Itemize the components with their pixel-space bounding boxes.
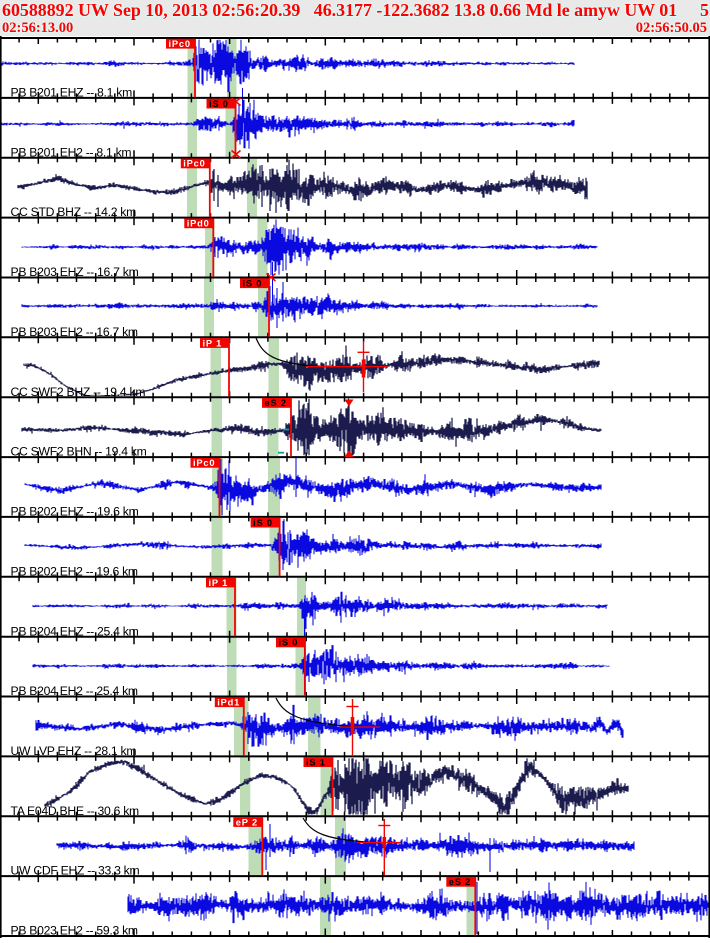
svg-text:iP 1: iP 1 <box>209 578 229 588</box>
svg-text:iS 0: iS 0 <box>253 518 273 528</box>
svg-text:eS 2: eS 2 <box>265 398 287 408</box>
svg-text:iPc0: iPc0 <box>183 159 205 169</box>
svg-text:PB B023 EH2 -- 59.3 km: PB B023 EH2 -- 59.3 km <box>11 924 138 938</box>
svg-text:PB B201 EHZ -- 8.1 km: PB B201 EHZ -- 8.1 km <box>11 86 133 100</box>
svg-text:UW LVP EHZ -- 28.1 km: UW LVP EHZ -- 28.1 km <box>11 744 137 758</box>
svg-text:TA E04D BHE -- 30.6 km: TA E04D BHE -- 30.6 km <box>11 804 140 818</box>
svg-text:eP 2: eP 2 <box>236 817 258 827</box>
svg-text:iPd0: iPd0 <box>187 219 210 229</box>
svg-text:CC SWF2 BHN -- 19.4 km: CC SWF2 BHN -- 19.4 km <box>11 445 147 459</box>
svg-text:iPc0: iPc0 <box>193 458 215 468</box>
svg-text:UW CDF EHZ -- 33.3 km: UW CDF EHZ -- 33.3 km <box>11 864 140 878</box>
svg-text:60588892 UW Sep 10, 2013 02:56: 60588892 UW Sep 10, 2013 02:56:20.39 46.… <box>2 0 677 20</box>
svg-text:PB B201 EH2 -- 8.1 km: PB B201 EH2 -- 8.1 km <box>11 145 132 159</box>
svg-text:CC STD BHZ -- 14.2 km: CC STD BHZ -- 14.2 km <box>11 205 137 219</box>
svg-text:CC SWF2 BHZ -- 19.4 km: CC SWF2 BHZ -- 19.4 km <box>11 385 146 399</box>
svg-text:iS 0: iS 0 <box>209 99 229 109</box>
svg-text:PB B203 EHZ -- 16.7 km: PB B203 EHZ -- 16.7 km <box>11 265 139 279</box>
svg-text:PB B203 EH2 -- 16.7 km: PB B203 EH2 -- 16.7 km <box>11 325 138 339</box>
svg-text:02:56:13.00: 02:56:13.00 <box>2 20 73 36</box>
svg-text:PB B204 EH2 -- 25.4 km: PB B204 EH2 -- 25.4 km <box>11 684 138 698</box>
svg-text:iP 1: iP 1 <box>203 338 223 348</box>
svg-text:eS 2: eS 2 <box>449 877 471 887</box>
svg-text:PB B204 EHZ -- 25.4 km: PB B204 EHZ -- 25.4 km <box>11 624 139 638</box>
svg-text:5: 5 <box>700 0 709 20</box>
svg-text:PB B202 EHZ -- 19.6 km: PB B202 EHZ -- 19.6 km <box>11 505 139 519</box>
svg-text:PB B202 EH2 -- 19.6 km: PB B202 EH2 -- 19.6 km <box>11 564 138 578</box>
svg-text:iS 0: iS 0 <box>243 279 263 289</box>
svg-text:iPd1: iPd1 <box>217 698 240 708</box>
svg-text:iS 1: iS 1 <box>306 757 326 767</box>
svg-text:02:56:50.05: 02:56:50.05 <box>636 20 707 36</box>
svg-text:iPc0: iPc0 <box>169 39 191 49</box>
svg-text:iS 0: iS 0 <box>279 638 299 648</box>
